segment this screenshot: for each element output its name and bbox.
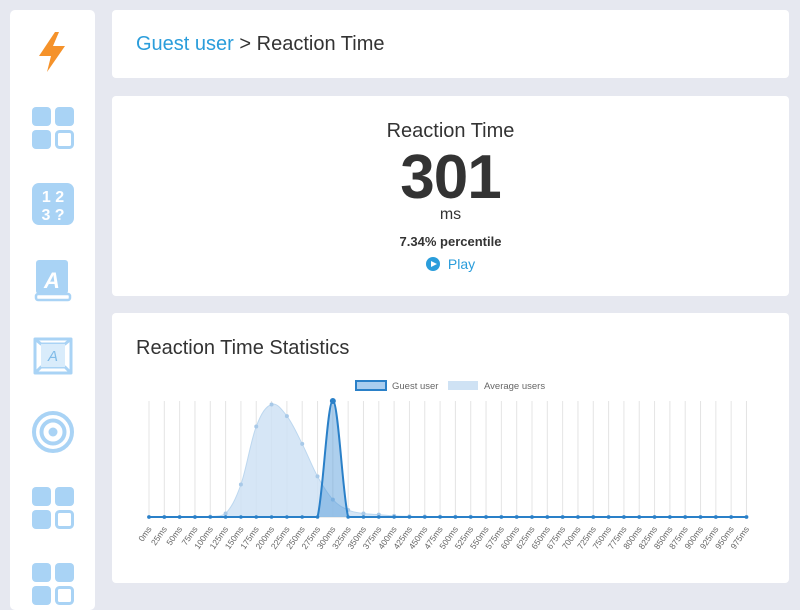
- average-users-point: [330, 497, 335, 502]
- guest-user-point: [361, 515, 366, 519]
- result-title: Reaction Time: [386, 120, 515, 142]
- guest-user-point: [254, 515, 259, 519]
- guest-user-point: [606, 515, 611, 519]
- statistics-title: Reaction Time Statistics: [136, 337, 350, 359]
- guest-user-point: [652, 515, 657, 519]
- statistics-card: Reaction Time Statistics 0ms 25ms 50ms 75ms…: [112, 313, 789, 583]
- guest-user-point: [683, 515, 687, 519]
- guest-user-point: [208, 515, 213, 519]
- grid-icon[interactable]: [31, 106, 75, 150]
- guest-user-point: [514, 515, 519, 519]
- guest-user-point: [346, 515, 350, 519]
- guest-user-point: [300, 515, 304, 519]
- number-memory-icon[interactable]: 1 2 3 ?: [31, 182, 75, 226]
- guest-user-point: [329, 398, 336, 404]
- guest-user-point: [438, 515, 442, 519]
- guest-user-point: [591, 515, 596, 519]
- average-users-point: [223, 511, 228, 516]
- guest-user-point: [576, 515, 580, 519]
- guest-user-point: [744, 515, 749, 519]
- verbal-memory-book-icon[interactable]: A: [31, 258, 75, 302]
- lightning-icon[interactable]: [31, 30, 75, 74]
- grid-icon[interactable]: [31, 562, 75, 606]
- guest-user-point: [530, 515, 534, 519]
- legend-swatch-guest-user: [355, 380, 387, 391]
- series-average-users-area: [149, 404, 747, 517]
- grid-icon[interactable]: [31, 486, 75, 530]
- legend-label-guest-user: Guest user: [392, 381, 438, 392]
- guest-user-point: [545, 515, 550, 519]
- guest-user-link[interactable]: Guest user: [136, 33, 234, 55]
- guest-user-point: [729, 515, 733, 519]
- guest-user-point: [223, 515, 228, 519]
- guest-user-point: [422, 515, 427, 519]
- number-memory-icon-text-bottom: 3 ?: [41, 207, 64, 224]
- average-users-point: [269, 402, 274, 407]
- average-users-point: [254, 424, 259, 429]
- key-letter: A: [47, 348, 58, 365]
- guest-user-point: [285, 515, 289, 519]
- breadcrumb: Guest user > Reaction Time: [136, 33, 384, 56]
- target-icon[interactable]: [31, 410, 75, 454]
- guest-user-point: [453, 515, 458, 519]
- guest-user-point: [162, 515, 167, 519]
- play-button[interactable]: Play: [112, 256, 789, 272]
- play-icon: [425, 257, 440, 271]
- guest-user-point: [239, 515, 243, 519]
- guest-user-point: [468, 515, 473, 519]
- guest-user-point: [622, 515, 626, 519]
- breadcrumb-separator: >: [239, 33, 252, 55]
- guest-user-point: [177, 515, 182, 519]
- reaction-time-value: 301: [400, 143, 501, 212]
- play-label: Play: [447, 256, 476, 272]
- number-memory-icon-text-top: 1 2: [42, 189, 64, 206]
- average-users-point: [284, 414, 289, 419]
- guest-user-point: [484, 515, 488, 519]
- guest-user-point: [407, 515, 412, 519]
- breadcrumb-card: Guest user > Reaction Time: [112, 10, 789, 78]
- guest-user-point: [193, 515, 197, 519]
- guest-user-point: [315, 515, 320, 519]
- average-users-point: [238, 482, 243, 487]
- breadcrumb-current-page: Reaction Time: [256, 33, 385, 55]
- guest-user-point: [499, 515, 504, 519]
- guest-user-point: [392, 515, 396, 519]
- guest-user-point: [377, 515, 381, 519]
- average-users-point: [361, 511, 366, 516]
- result-card: Reaction Time 301 ms 7.34% percentile Pl…: [112, 96, 789, 296]
- guest-user-point: [668, 515, 672, 519]
- guest-user-point: [560, 515, 565, 519]
- reaction-time-unit: ms: [439, 206, 462, 223]
- reaction-time-distribution-chart: 0ms25ms50ms75ms100ms125ms150ms175ms200ms…: [136, 380, 751, 551]
- typing-keyboard-key-icon[interactable]: A: [31, 334, 75, 378]
- legend-label-average-users: Average users: [484, 381, 545, 392]
- guest-user-point: [637, 515, 642, 519]
- sidebar: 1 2 3 ? A A: [10, 10, 95, 610]
- guest-user-point: [269, 515, 274, 519]
- legend-swatch-average-users: [448, 381, 478, 390]
- guest-user-point: [698, 515, 703, 519]
- guest-user-point: [147, 515, 151, 519]
- book-letter: A: [43, 268, 60, 293]
- percentile-text: 7.34% percentile: [399, 234, 502, 249]
- average-users-point: [300, 441, 305, 446]
- guest-user-point: [714, 515, 718, 519]
- average-users-point: [315, 474, 320, 479]
